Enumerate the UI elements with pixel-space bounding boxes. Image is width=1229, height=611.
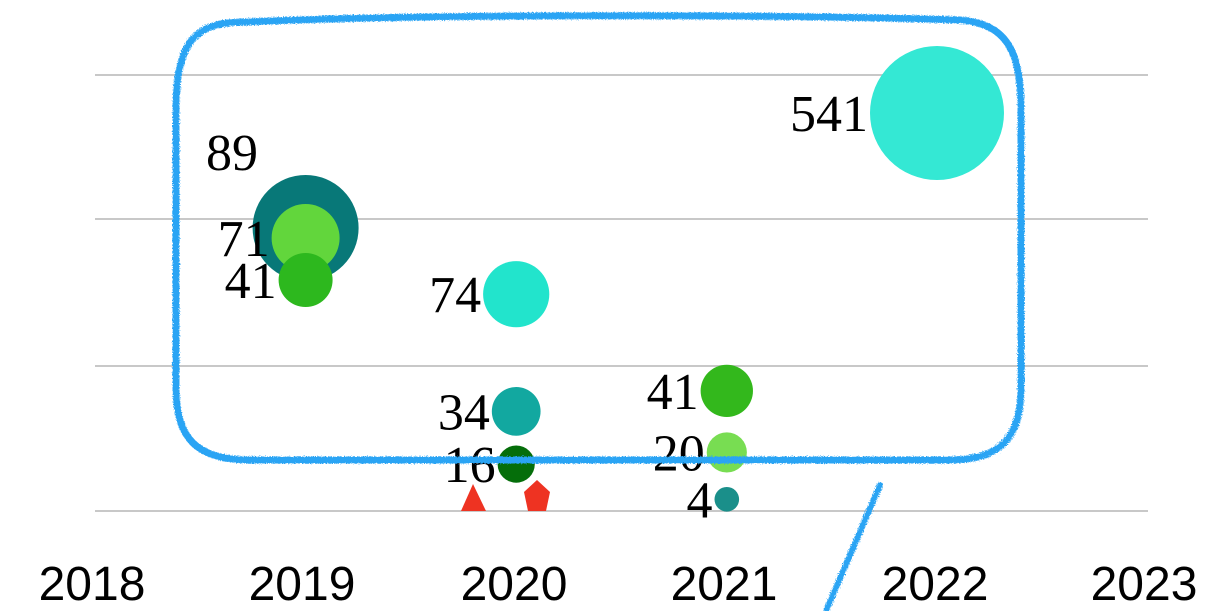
pentagon-marker bbox=[524, 480, 550, 511]
data-label: 41 bbox=[225, 253, 277, 310]
data-label: 41 bbox=[647, 364, 699, 421]
data-label: 20 bbox=[653, 425, 705, 482]
x-axis-ticks: 2018 2019 2020 2021 2022 2023 bbox=[39, 558, 1198, 611]
x-tick-label: 2020 bbox=[461, 558, 568, 611]
data-label: 71 bbox=[218, 211, 270, 268]
x-tick-label: 2023 bbox=[1091, 558, 1198, 611]
data-label: 34 bbox=[438, 384, 490, 441]
data-label: 541 bbox=[790, 86, 868, 143]
data-label: 74 bbox=[429, 267, 481, 324]
data-label: 4 bbox=[687, 472, 713, 529]
bubble-point bbox=[700, 364, 753, 418]
bubbles bbox=[252, 46, 1004, 512]
data-label: 89 bbox=[206, 125, 258, 182]
x-tick-label: 2019 bbox=[249, 558, 356, 611]
bubble-point bbox=[491, 387, 541, 436]
triangle-marker bbox=[461, 484, 486, 511]
bubble-point bbox=[483, 261, 550, 328]
bubble-point bbox=[278, 253, 333, 307]
bubble-point bbox=[714, 486, 740, 512]
data-label: 16 bbox=[444, 437, 496, 494]
x-tick-label: 2022 bbox=[882, 558, 989, 611]
bubble-point bbox=[706, 432, 747, 473]
bubble-point bbox=[870, 46, 1004, 180]
callout-pointer-stroke bbox=[823, 482, 883, 611]
x-tick-label: 2021 bbox=[671, 558, 778, 611]
hand-drawn-annotation bbox=[172, 12, 1025, 611]
callout-outline bbox=[172, 12, 1025, 464]
bubble-point bbox=[271, 204, 340, 272]
x-tick-label: 2018 bbox=[39, 558, 146, 611]
bubble-point bbox=[497, 445, 535, 483]
